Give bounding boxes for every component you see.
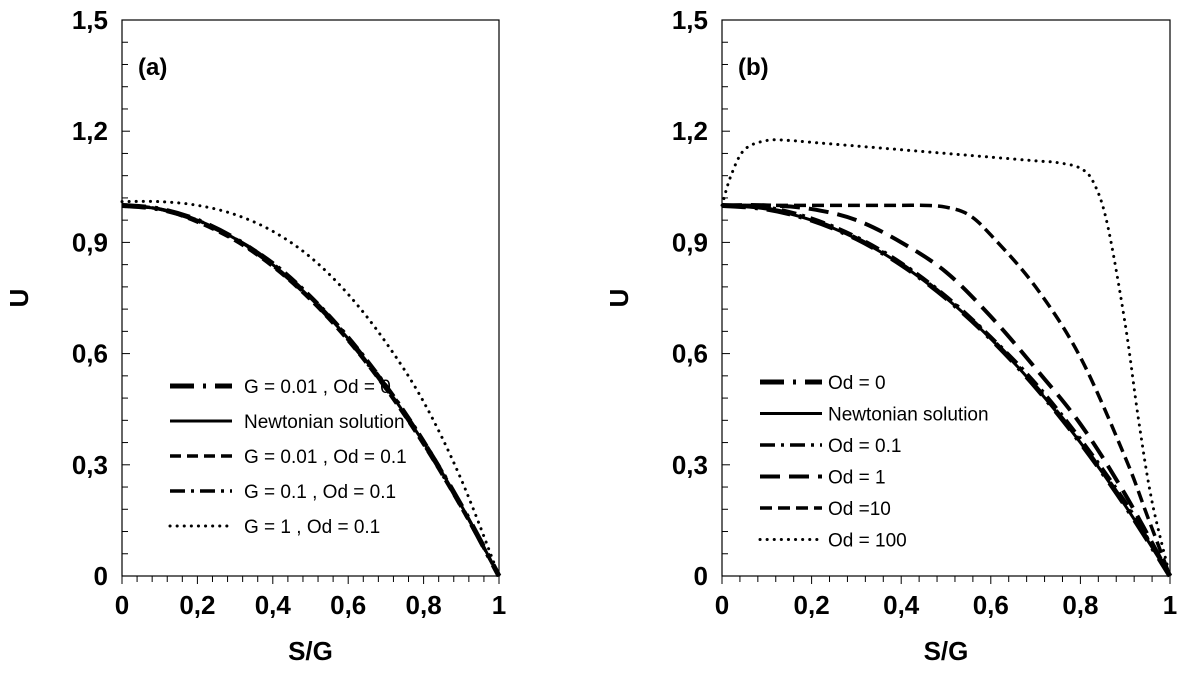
x-tick-label: 0,2 <box>179 590 215 620</box>
legend-label: Od = 100 <box>828 531 907 552</box>
y-tick-label: 1,2 <box>72 116 108 146</box>
x-tick-label: 0,8 <box>1062 590 1098 620</box>
legend-label: Newtonian solution <box>244 412 405 433</box>
legend-label: Od =10 <box>828 499 891 520</box>
x-tick-label: 0 <box>115 590 129 620</box>
series-lines <box>720 138 1173 578</box>
y-axis-title: U <box>4 289 34 308</box>
x-tick-label: 0,6 <box>973 590 1009 620</box>
x-tick-label: 0,6 <box>330 590 366 620</box>
legend: G = 0.01 , Od = 0 Newtonian solution G = 0… <box>168 377 407 538</box>
x-tick-label: 0,4 <box>255 590 292 620</box>
series-line <box>720 138 1172 578</box>
legend-label: G = 0.01 , Od = 0.1 <box>244 447 407 468</box>
panel-label: (b) <box>738 54 769 81</box>
series-line <box>722 203 1172 577</box>
y-tick-label: 0,6 <box>672 339 708 369</box>
x-tick-label: 1 <box>1163 590 1177 620</box>
panel-a: G = 0.01 , Od = 0 Newtonian solution G = 0… <box>4 5 506 666</box>
x-tick-label: 1 <box>492 590 506 620</box>
y-tick-label: 0 <box>94 561 108 591</box>
legend: Od = 0 Newtonian solution Od = 0.1 Od = 1 Od… <box>758 373 989 552</box>
legend-label: Newtonian solution <box>828 405 989 426</box>
y-tick-label: 0,6 <box>72 339 108 369</box>
panel-b: Od = 0 Newtonian solution Od = 0.1 Od = 1 Od… <box>604 5 1177 666</box>
x-tick-label: 0,4 <box>883 590 920 620</box>
y-tick-label: 1,5 <box>672 5 708 35</box>
y-tick-label: 0,9 <box>72 227 108 257</box>
x-axis-title: S/G <box>288 636 333 666</box>
x-axis-title: S/G <box>924 636 969 666</box>
series-line <box>121 203 501 577</box>
legend-label: G = 0.01 , Od = 0 <box>244 377 391 398</box>
panel-label: (a) <box>138 54 167 81</box>
legend-label: Od = 0 <box>828 373 886 394</box>
x-tick-label: 0,2 <box>794 590 830 620</box>
y-tick-label: 0 <box>694 561 708 591</box>
y-tick-label: 0,3 <box>72 450 108 480</box>
series-line <box>120 199 501 578</box>
y-tick-label: 1,5 <box>72 5 108 35</box>
y-axis-title: U <box>604 289 634 308</box>
y-tick-label: 0,9 <box>672 227 708 257</box>
tick-marks <box>121 19 500 584</box>
legend-label: Od = 0.1 <box>828 436 901 457</box>
legend-label: Od = 1 <box>828 468 886 489</box>
legend-label: G = 1 , Od = 0.1 <box>244 517 380 538</box>
legend-label: G = 0.1 , Od = 0.1 <box>244 482 396 503</box>
series-line <box>721 203 1172 577</box>
series-lines <box>120 199 502 578</box>
x-tick-label: 0,8 <box>406 590 442 620</box>
y-tick-label: 0,3 <box>672 450 708 480</box>
y-tick-label: 1,2 <box>672 116 708 146</box>
x-tick-label: 0 <box>715 590 729 620</box>
series-line <box>721 203 1172 577</box>
